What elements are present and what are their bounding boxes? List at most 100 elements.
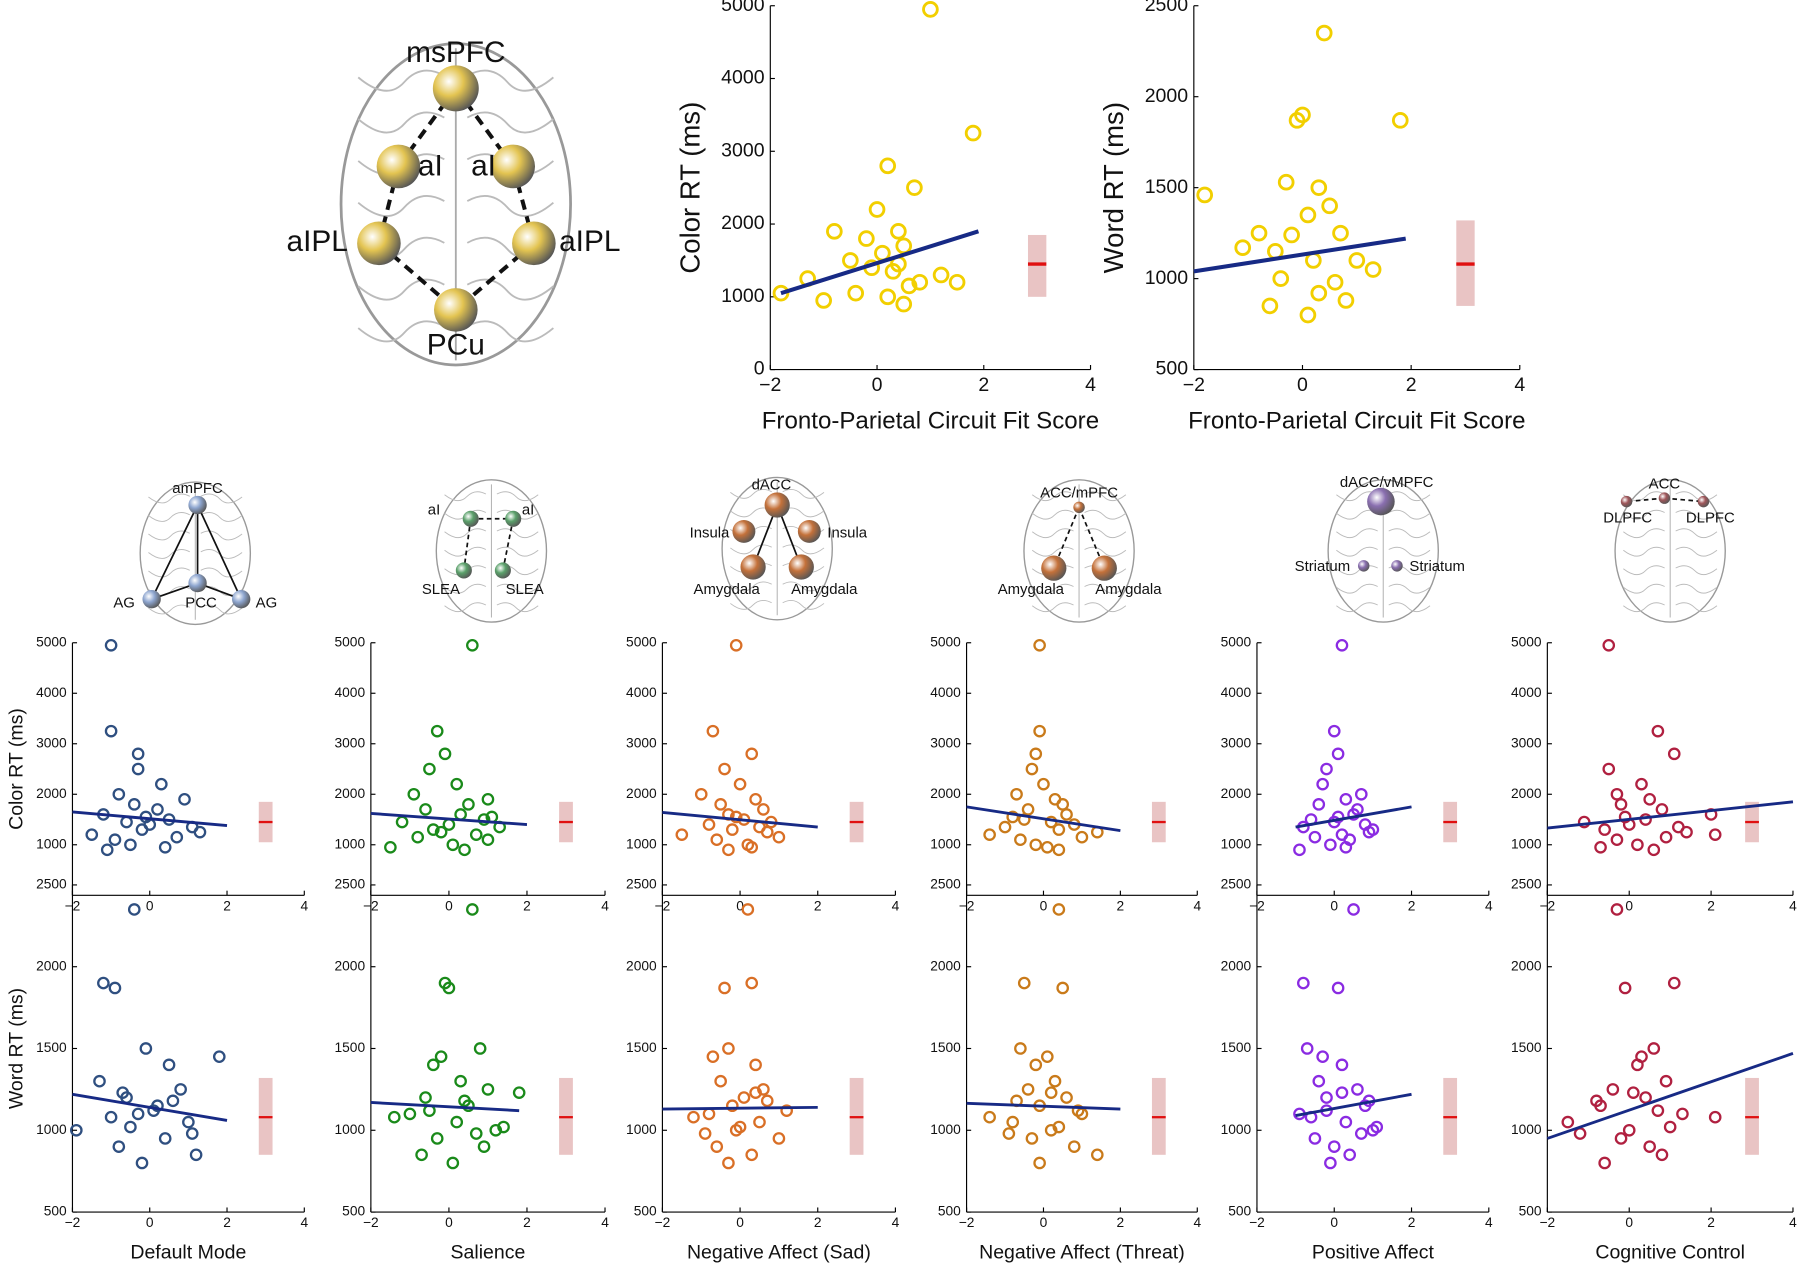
- brain-gyrus: [782, 544, 825, 555]
- data-point: [1335, 1058, 1349, 1072]
- data-point: [97, 976, 110, 990]
- data-point: [481, 1083, 495, 1096]
- data-point: [718, 762, 731, 776]
- region-node: [494, 562, 511, 579]
- y-tick-label: 5000: [36, 634, 67, 649]
- data-point: [760, 1094, 774, 1108]
- data-point: [815, 292, 832, 309]
- data-point: [108, 833, 122, 847]
- fit-line: [966, 805, 1121, 833]
- data-point: [687, 1110, 700, 1124]
- data-point: [1033, 638, 1046, 652]
- y-tick-label: 3000: [1221, 735, 1252, 750]
- data-point: [780, 1104, 793, 1117]
- x-tick-label: −2: [65, 1215, 81, 1230]
- x-axis-label: Salience: [451, 1242, 526, 1264]
- data-point: [212, 1050, 226, 1063]
- data-point: [1332, 224, 1349, 242]
- y-tick-label: 500: [938, 1204, 961, 1219]
- data-point: [1297, 976, 1310, 990]
- region-label: Striatum: [1409, 558, 1465, 575]
- brain-gyrus: [148, 549, 190, 559]
- data-point: [725, 1099, 739, 1113]
- data-point: [1391, 112, 1409, 129]
- brain-gyrus: [357, 195, 445, 217]
- brain-gyrus: [1336, 565, 1378, 576]
- y-tick-label: 2500: [36, 877, 67, 892]
- y-tick-label: 1000: [36, 836, 67, 851]
- y-tick-label: 500: [1519, 1204, 1542, 1219]
- y-tick-label: 1000: [36, 1122, 67, 1137]
- x-tick-label: 4: [601, 898, 609, 913]
- data-point: [434, 1050, 448, 1063]
- data-point: [745, 1148, 759, 1162]
- brain-gyrus: [1031, 491, 1074, 502]
- data-point: [1335, 1086, 1349, 1099]
- data-point: [427, 1058, 440, 1072]
- data-point: [1294, 106, 1311, 124]
- data-point: [469, 828, 483, 841]
- region-label: amPFC: [172, 480, 223, 497]
- data-point: [1075, 830, 1089, 844]
- y-tick-label: 2000: [335, 786, 366, 801]
- data-point: [166, 1094, 180, 1108]
- brain-gyrus: [496, 491, 539, 502]
- brain-gyrus: [730, 581, 772, 592]
- region-node: [1041, 555, 1067, 581]
- y-tick-label: 2000: [1221, 786, 1252, 801]
- brain-gyrus: [1388, 509, 1431, 520]
- x-tick-label: 0: [872, 374, 883, 396]
- data-point: [185, 1127, 199, 1140]
- data-point: [135, 823, 149, 836]
- brain-gyrus: [1084, 583, 1127, 594]
- region-node: [764, 492, 790, 518]
- region-label: ACC/mPFC: [1040, 484, 1118, 501]
- brain-gyrus: [1623, 546, 1665, 557]
- data-point: [1614, 798, 1628, 811]
- data-point: [454, 808, 467, 821]
- x-tick-label: 0: [736, 1215, 744, 1230]
- brain-gyrus: [782, 488, 825, 499]
- data-point: [1598, 1156, 1611, 1170]
- data-point: [1364, 261, 1382, 278]
- region-node: [1091, 555, 1117, 581]
- brain-gyrus: [357, 320, 445, 343]
- data-point: [135, 1156, 149, 1170]
- brain-gyrus: [1623, 602, 1665, 613]
- fit-line: [1547, 800, 1794, 830]
- data-point: [430, 1132, 444, 1145]
- data-point: [895, 295, 913, 313]
- data-point: [1631, 838, 1644, 852]
- fit-line: [1295, 805, 1412, 829]
- brain-gyrus: [782, 581, 825, 592]
- data-point: [722, 1042, 735, 1055]
- x-tick-label: 0: [445, 898, 453, 913]
- data-point: [1327, 1140, 1341, 1153]
- data-point: [983, 828, 996, 841]
- data-point: [124, 1120, 137, 1134]
- data-point: [423, 762, 436, 776]
- brain-gyrus: [1388, 602, 1431, 613]
- y-tick-label: 1500: [1221, 1040, 1252, 1055]
- data-point: [1029, 838, 1043, 852]
- fit-line: [780, 229, 980, 296]
- x-tick-label: 2: [1406, 374, 1417, 396]
- data-point: [427, 823, 440, 836]
- brain-gyrus: [1675, 602, 1718, 613]
- data-point: [1041, 1050, 1054, 1063]
- y-tick-label: 3000: [721, 139, 765, 161]
- y-tick-label: 2500: [1145, 0, 1189, 16]
- data-point: [1060, 808, 1073, 821]
- y-tick-label: 2000: [1511, 958, 1542, 973]
- brain-gyrus: [1084, 602, 1127, 613]
- brain-gyrus: [444, 583, 487, 594]
- data-point: [1014, 833, 1027, 847]
- y-tick-label: 3000: [1511, 735, 1542, 750]
- brain-gyrus: [1084, 509, 1127, 520]
- data-point: [139, 1042, 153, 1055]
- y-tick-label: 2000: [1145, 85, 1189, 107]
- fit-line: [966, 1101, 1121, 1111]
- data-point: [469, 1127, 483, 1140]
- data-point: [108, 981, 122, 995]
- data-point: [1655, 1148, 1669, 1162]
